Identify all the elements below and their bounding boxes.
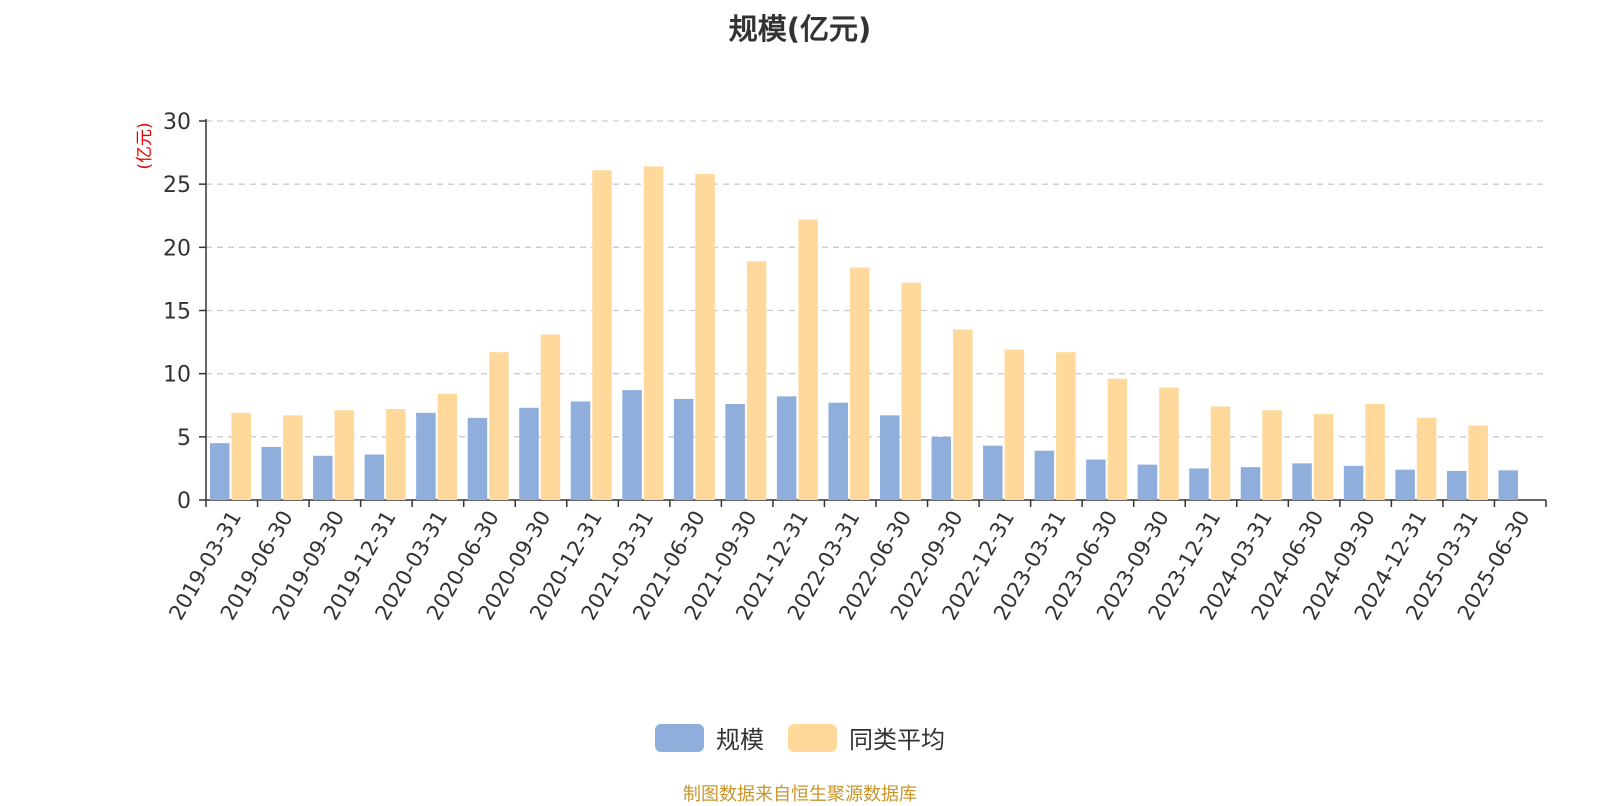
bar-series-2 <box>798 219 818 501</box>
bar-series-2 <box>334 410 355 500</box>
bar-series-2 <box>489 352 509 500</box>
bar-series-1 <box>1189 468 1209 500</box>
bar-series-2 <box>1262 410 1282 500</box>
y-tick-label: 20 <box>163 236 191 261</box>
bar-series-1 <box>1034 450 1055 500</box>
legend: 规模 同类平均 <box>0 720 1600 755</box>
bar-series-2 <box>1056 352 1076 500</box>
y-tick-label: 0 <box>177 489 191 514</box>
y-axis-unit-label: (亿元) <box>135 122 155 169</box>
bar-series-1 <box>673 398 694 500</box>
bar-series-2 <box>849 267 870 500</box>
bar-series-1 <box>1498 470 1518 500</box>
bar-series-2 <box>1159 387 1179 500</box>
bar-series-2 <box>386 409 406 500</box>
y-tick-label: 15 <box>163 300 191 325</box>
bar-series-2 <box>695 174 715 500</box>
bar-series-2 <box>540 334 561 500</box>
legend-label-series-2: 同类平均 <box>849 726 945 754</box>
bar-series-1 <box>1292 463 1312 500</box>
y-tick-label: 25 <box>163 173 191 198</box>
bar-series-1 <box>725 403 745 500</box>
bar-series-1 <box>931 436 952 500</box>
bar-series-2 <box>1210 406 1231 500</box>
bar-series-2 <box>437 393 458 500</box>
bar-series-2 <box>283 415 303 500</box>
bar-series-2 <box>1313 414 1334 500</box>
bar-series-1 <box>1395 469 1415 500</box>
bar-series-1 <box>1446 470 1467 500</box>
bar-series-1 <box>1240 467 1261 500</box>
bar-series-1 <box>467 417 488 500</box>
bar-series-1 <box>313 455 333 500</box>
bar-series-1 <box>570 401 591 500</box>
bar-series-1 <box>880 415 900 500</box>
bar-series-1 <box>1086 459 1106 500</box>
bar-series-1 <box>261 446 282 500</box>
y-tick-label: 10 <box>163 363 191 388</box>
bar-series-2 <box>901 282 921 500</box>
bar-series-1 <box>1343 465 1364 500</box>
bar-series-1 <box>416 412 436 500</box>
legend-item-series-1[interactable]: 规模 <box>655 720 764 755</box>
bar-series-1 <box>210 443 230 500</box>
bar-series-2 <box>643 166 664 501</box>
bar-series-2 <box>592 170 612 500</box>
chart-title: 规模(亿元) <box>728 12 872 46</box>
y-tick-label: 30 <box>163 110 191 135</box>
bar-series-2 <box>1468 425 1488 500</box>
bar-series-2 <box>953 329 973 500</box>
bar-series-2 <box>1365 403 1385 500</box>
bar-series-1 <box>1137 464 1158 500</box>
legend-item-series-2[interactable]: 同类平均 <box>788 720 945 755</box>
source-note: 制图数据来自恒生聚源数据库 <box>683 784 917 805</box>
bar-series-1 <box>983 445 1003 500</box>
bar-series-2 <box>1004 349 1025 500</box>
bar-series-2 <box>1107 378 1128 500</box>
bar-series-1 <box>519 407 539 500</box>
bar-series-2 <box>746 261 767 500</box>
bar-series-1 <box>364 454 385 500</box>
legend-swatch-series-1 <box>655 723 704 752</box>
bar-series-1 <box>776 396 797 500</box>
bar-series-2 <box>231 412 251 500</box>
bar-series-1 <box>622 390 642 500</box>
legend-label-series-1: 规模 <box>716 726 764 754</box>
bar-series-2 <box>1416 417 1437 500</box>
legend-swatch-series-2 <box>788 723 837 752</box>
y-tick-label: 5 <box>177 426 191 451</box>
bar-series-1 <box>828 402 848 500</box>
